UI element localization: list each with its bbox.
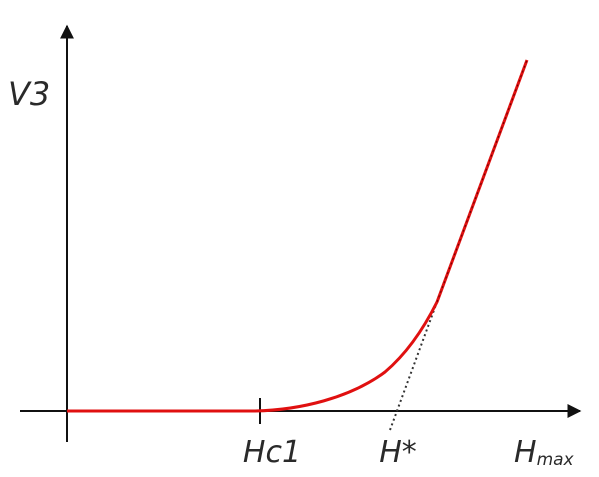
- curve: [67, 59, 529, 413]
- curve-overlay: [436, 59, 528, 303]
- x-axis-label-sub: max: [537, 450, 575, 470]
- x-axis-label-main: H: [514, 435, 537, 470]
- h-star-label: H*: [379, 435, 417, 470]
- y-axis-label: V3: [8, 75, 50, 113]
- x-axis-label: Hmax: [514, 435, 575, 470]
- hc1-label: Hc1: [243, 435, 301, 470]
